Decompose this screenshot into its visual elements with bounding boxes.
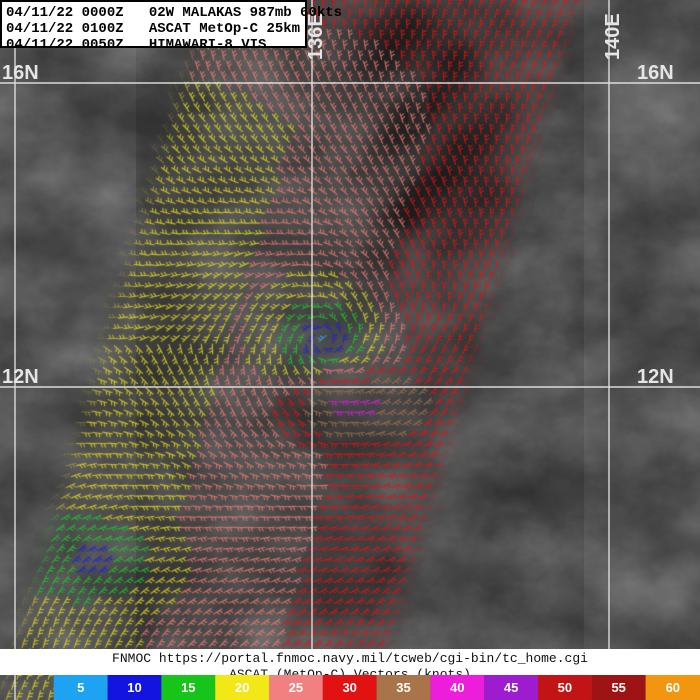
svg-text:45: 45: [504, 680, 518, 695]
svg-text:140E: 140E: [602, 13, 624, 60]
svg-text:10: 10: [127, 680, 141, 695]
svg-text:15: 15: [181, 680, 195, 695]
svg-text:20: 20: [235, 680, 249, 695]
svg-text:55: 55: [611, 680, 625, 695]
svg-text:40: 40: [450, 680, 464, 695]
svg-text:12N: 12N: [637, 366, 674, 388]
svg-text:30: 30: [342, 680, 356, 695]
svg-text:16N: 16N: [2, 62, 39, 84]
svg-text:50: 50: [558, 680, 572, 695]
svg-text:16N: 16N: [637, 62, 674, 84]
svg-text:35: 35: [396, 680, 410, 695]
svg-text:12N: 12N: [2, 366, 39, 388]
svg-text:60: 60: [666, 680, 680, 695]
svg-text:5: 5: [77, 680, 84, 695]
svg-text:25: 25: [289, 680, 303, 695]
